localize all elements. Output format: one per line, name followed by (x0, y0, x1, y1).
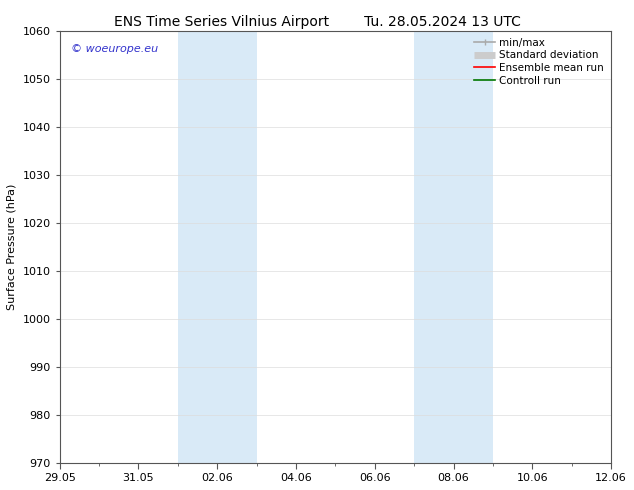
Text: ENS Time Series Vilnius Airport        Tu. 28.05.2024 13 UTC: ENS Time Series Vilnius Airport Tu. 28.0… (113, 15, 521, 29)
Y-axis label: Surface Pressure (hPa): Surface Pressure (hPa) (7, 183, 17, 310)
Legend: min/max, Standard deviation, Ensemble mean run, Controll run: min/max, Standard deviation, Ensemble me… (470, 34, 608, 90)
Bar (414, 30, 493, 463)
Text: © woeurope.eu: © woeurope.eu (70, 44, 158, 53)
Bar (178, 30, 257, 463)
